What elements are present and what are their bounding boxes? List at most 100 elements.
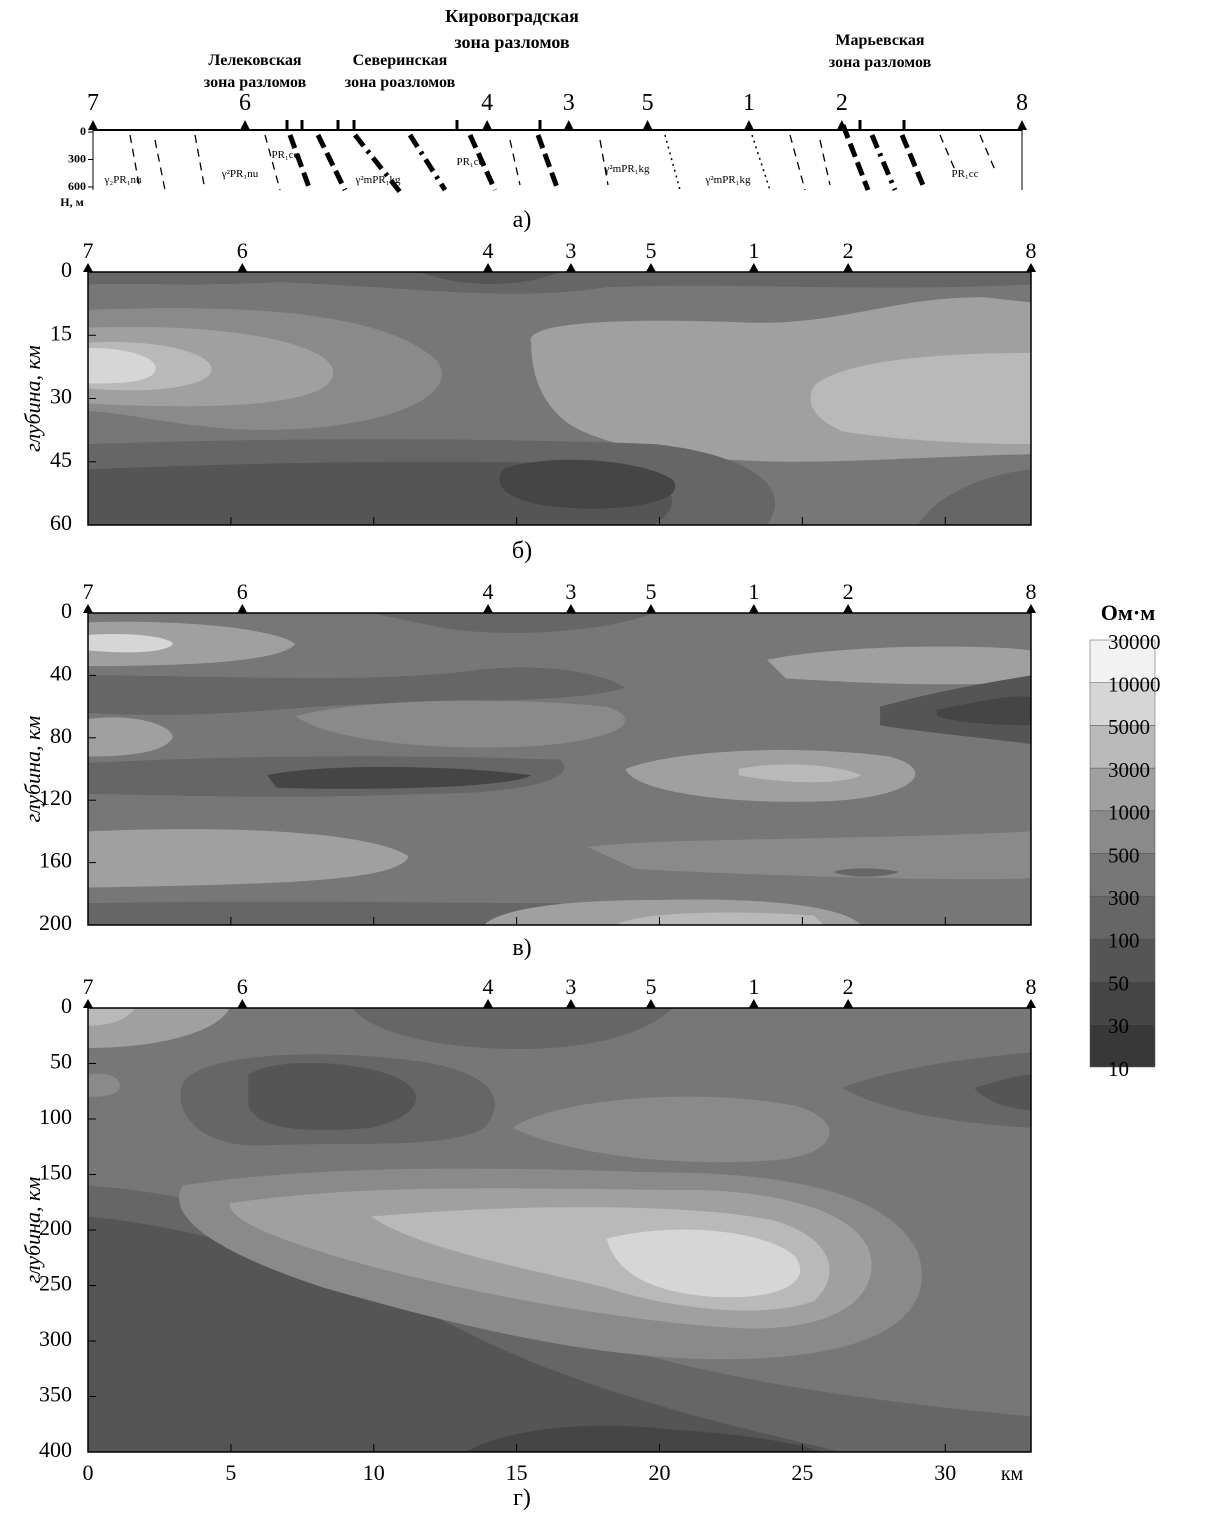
station-marker [83, 263, 93, 272]
station-marker [83, 604, 93, 613]
station-label: 5 [645, 238, 656, 263]
contour-region [248, 1062, 417, 1131]
colorbar-swatch [1089, 810, 1156, 854]
zone-label: зона роазломов [345, 74, 456, 91]
station-marker [483, 263, 494, 272]
contour-region [88, 667, 626, 715]
formation-label: γ₂PR₁nu [104, 174, 142, 186]
colorbar-swatch [1089, 682, 1156, 726]
station-label: 2 [843, 974, 854, 999]
station-marker [88, 120, 98, 130]
colorbar-label: 30 [1108, 1014, 1129, 1038]
zone-label: Кировоградская [445, 6, 579, 26]
y-tick-label: 80 [50, 723, 72, 748]
station-marker [843, 263, 854, 272]
station-label: 6 [239, 90, 251, 116]
station-marker [645, 263, 656, 272]
station-marker [748, 604, 759, 613]
contour-region [88, 717, 173, 757]
y-tick-label: 160 [39, 848, 72, 873]
contour-region [88, 634, 173, 653]
y-tick-label: 50 [50, 1049, 72, 1074]
y-tick-label: 350 [39, 1382, 72, 1407]
station-marker [237, 604, 248, 613]
formation-label: PR₁cc [456, 156, 483, 168]
station-label: 4 [481, 90, 493, 116]
contour-region [810, 352, 1031, 445]
station-marker [482, 120, 493, 130]
x-tick-label: 15 [506, 1460, 528, 1485]
station-marker [1017, 120, 1027, 130]
x-tick-label: 0 [83, 1460, 94, 1485]
station-label: 3 [565, 238, 576, 263]
colorbar-label: 300 [1108, 886, 1140, 910]
station-marker [836, 120, 847, 130]
contour-field [88, 613, 1031, 925]
station-marker [748, 999, 759, 1008]
station-label: 3 [565, 579, 576, 604]
station-label: 1 [748, 238, 759, 263]
contour-region [418, 272, 560, 284]
panel-caption: г) [513, 1485, 531, 1511]
station-marker [843, 604, 854, 613]
panel-caption: б) [512, 538, 532, 564]
colorbar-label: 50 [1108, 971, 1129, 995]
station-label: 7 [83, 974, 94, 999]
zone-label: Лелековская [208, 52, 302, 69]
x-tick-label: 10 [363, 1460, 385, 1485]
station-label: 2 [843, 238, 854, 263]
station-label: 7 [83, 579, 94, 604]
station-label: 8 [1026, 579, 1037, 604]
station-marker [565, 604, 576, 613]
formation-label: γ²mPR₁kg [603, 163, 650, 175]
station-label: 6 [237, 974, 248, 999]
station-marker [642, 120, 653, 130]
station-marker [1026, 999, 1036, 1008]
station-marker [563, 120, 574, 130]
y-tick-label: 0 [61, 257, 72, 282]
station-label: 8 [1026, 238, 1037, 263]
contour-region [936, 696, 1031, 726]
fault-lines [287, 124, 928, 194]
station-marker [240, 120, 251, 130]
station-label: 6 [237, 238, 248, 263]
station-label: 2 [836, 90, 848, 116]
zone-label: зона разломов [204, 74, 307, 91]
colorbar-swatch [1089, 981, 1156, 1025]
x-tick-label: 30 [934, 1460, 956, 1485]
depth-tick-label: 0 [80, 124, 86, 138]
contour-region [88, 621, 296, 667]
colorbar-swatch [1089, 639, 1156, 683]
station-marker [843, 999, 854, 1008]
dotted-contacts [664, 134, 771, 191]
zone-label: зона разломов [454, 32, 570, 52]
x-tick-label: 5 [225, 1460, 236, 1485]
colorbar-label: 500 [1108, 843, 1140, 867]
x-axis-label: км [1001, 1463, 1024, 1485]
depth-tick-label: 600 [68, 179, 86, 193]
colorbar-label: 10 [1108, 1057, 1129, 1081]
y-tick-label: 0 [61, 993, 72, 1018]
contour-region [587, 831, 1031, 880]
contour-region [832, 868, 899, 877]
y-tick-label: 60 [50, 510, 72, 535]
contour-region [616, 912, 824, 925]
zone-label: Северинская [353, 52, 448, 69]
contour-region [738, 764, 862, 783]
contour-region [974, 1074, 1031, 1111]
x-tick-label: 25 [791, 1460, 813, 1485]
contour-region [88, 347, 156, 384]
station-label: 1 [743, 90, 755, 116]
plot-frame [87, 612, 1032, 926]
y-tick-label: 250 [39, 1271, 72, 1296]
contour-region [606, 1229, 801, 1298]
y-tick-label: 300 [39, 1326, 72, 1351]
y-tick-label: 15 [50, 320, 72, 345]
y-tick-label: 0 [61, 598, 72, 623]
station-label: 1 [748, 974, 759, 999]
formation-label: PR₁cc [951, 168, 978, 180]
station-marker [565, 999, 576, 1008]
station-marker [237, 263, 248, 272]
